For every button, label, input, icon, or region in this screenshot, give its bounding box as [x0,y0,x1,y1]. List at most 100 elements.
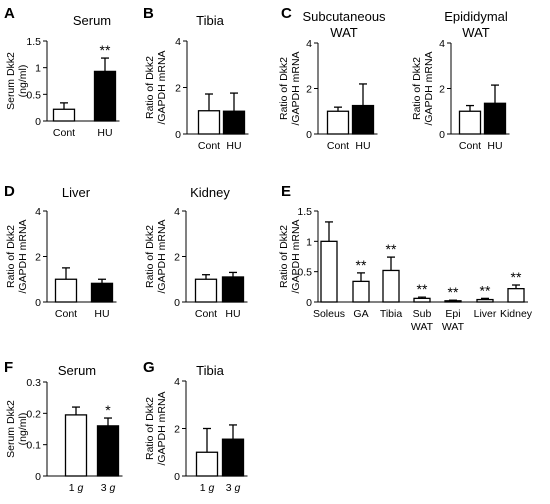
y-axis-label: Ratio of Dkk2 [411,57,423,120]
y-tick-label: 1.5 [26,36,41,48]
x-category-label: 1 g [200,482,215,494]
y-tick-label: 2 [306,84,312,96]
bar [444,300,462,303]
y-axis-label: Serum Dkk2 [5,52,17,110]
bar [93,70,117,122]
chart-title: Liver [62,185,91,200]
y-axis-label: (ng/ml) [17,413,29,446]
x-category-label: Soleus [313,308,345,320]
significance-marker: ** [448,284,459,300]
significance-marker: ** [356,257,367,273]
y-tick-label: 0.3 [26,377,41,389]
x-category-label: Liver [474,308,497,320]
y-tick-label: 0.2 [26,408,41,420]
y-tick-label: 4 [174,376,180,388]
y-tick-label: 0 [174,297,180,309]
chart-title: WAT [462,25,489,40]
chart-panel-a: 0 0.5 1 1.5 Cont ** HU Serum Serum Dkk2 (ng/ml) [5,13,120,139]
y-axis-label: /GAPDH mRNA [17,219,29,293]
y-tick-label: 0 [306,129,312,141]
panel-letter-g: G [143,359,155,376]
x-category-label: 3 g [101,482,116,494]
y-tick-label: 0 [175,129,181,141]
x-category-label: Cont [459,140,481,152]
chart-title: Epididymal [444,9,508,24]
significance-marker: ** [386,241,397,257]
significance-marker: * [105,402,111,418]
bar [476,298,494,303]
bar [197,110,221,135]
x-category-label: HU [355,140,370,152]
chart-title: Serum [73,13,111,28]
x-category-label: Tibia [380,308,403,320]
y-axis-label: /GAPDH mRNA [290,219,302,293]
chart-panel-d2: 0 2 4 Cont HU Kidney Ratio of Dkk2/GAPDH mRNA [144,185,248,320]
x-category-label: HU [225,308,240,320]
y-tick-label: 4 [439,38,445,50]
chart-panel-d: 0 2 4 Cont HU Liver Ratio of Dkk2/GAPDH mRNA [5,185,117,320]
significance-marker: ** [100,42,111,58]
y-tick-label: 2 [175,83,181,95]
panel-letter-e: E [281,183,291,200]
bar [352,280,370,303]
bar [64,414,88,477]
chart-panel-e: 00.511.5Soleus**GA**Tibia**SubWAT**EpiWA… [278,206,533,333]
x-category-label: HU [226,140,241,152]
x-category-label: HU [487,140,502,152]
bar [320,240,338,303]
x-category-label: HU [94,308,109,320]
bar [413,297,431,303]
x-category-label: GA [353,308,368,320]
panel-letter-c: C [281,5,292,22]
y-tick-label: 1.5 [297,206,312,218]
significance-marker: ** [480,282,491,298]
x-category-label: 1 g [69,482,84,494]
bar [382,269,400,303]
x-category-label: Cont [327,140,349,152]
y-axis-label: Ratio of Dkk2 [144,225,156,288]
bar [52,108,76,122]
chart-title: Subcutaneous [302,9,386,24]
y-tick-label: 1 [35,63,41,75]
chart-title: Kidney [190,185,230,200]
y-tick-label: 0.5 [297,267,312,279]
y-axis-label: Ratio of Dkk2 [278,57,290,120]
bar [90,282,114,303]
bar [221,276,245,303]
panel-letter-d: D [4,183,15,200]
bar [326,110,350,135]
y-tick-label: 0 [174,471,180,483]
chart-panel-f: 0 0.1 0.2 0.3 1 g * 3 g Serum Serum Dkk2 (ng/ml) [5,363,123,494]
panel-letter-a: A [4,5,15,22]
y-tick-label: 0 [439,129,445,141]
y-tick-label: 2 [439,84,445,96]
x-category-label: HU [97,127,112,139]
y-tick-label: 2 [174,424,180,436]
panel-letter-b: B [143,5,154,22]
bar [483,102,507,135]
y-axis-label: Ratio of Dkk2 [278,225,290,288]
y-tick-label: 4 [174,206,180,218]
significance-marker: ** [417,281,428,297]
chart-title: Serum [58,363,96,378]
y-tick-label: 2 [174,252,180,264]
bar [194,278,218,303]
y-axis-label: Ratio of Dkk2 [144,56,156,119]
y-axis-label: Ratio of Dkk2 [5,225,17,288]
x-category-label: Sub [413,308,432,320]
y-axis-label: /GAPDH mRNA [423,51,435,125]
bar [222,110,246,135]
panel-letter-f: F [4,359,13,376]
y-axis-label: /GAPDH mRNA [156,50,168,124]
y-tick-label: 1 [306,236,312,248]
y-axis-label: /GAPDH mRNA [156,219,168,293]
y-tick-label: 0.1 [26,440,41,452]
bar [54,278,78,303]
y-tick-label: 0 [35,471,41,483]
y-axis-label: /GAPDH mRNA [290,51,302,125]
x-category-label: WAT [442,321,465,333]
y-tick-label: 0.5 [26,89,41,101]
bar [96,425,120,477]
